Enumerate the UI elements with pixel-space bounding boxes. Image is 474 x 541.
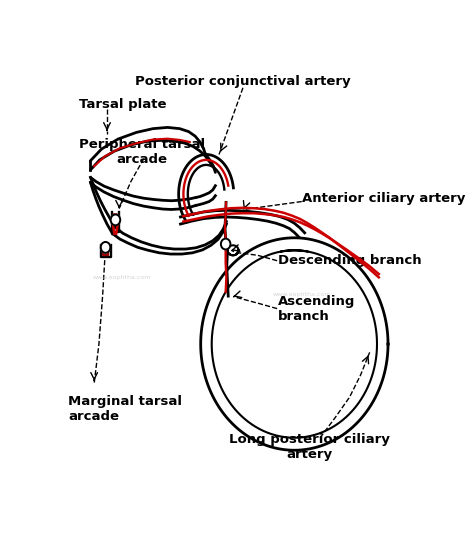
Text: Peripheral tarsal
arcade: Peripheral tarsal arcade bbox=[79, 138, 205, 167]
Text: www.eophtha.com: www.eophtha.com bbox=[273, 292, 331, 297]
Text: Marginal tarsal
arcade: Marginal tarsal arcade bbox=[68, 394, 182, 423]
Text: Tarsal plate: Tarsal plate bbox=[80, 98, 167, 111]
Circle shape bbox=[111, 214, 120, 225]
Circle shape bbox=[101, 242, 110, 253]
Circle shape bbox=[221, 239, 230, 249]
Text: Posterior conjunctival artery: Posterior conjunctival artery bbox=[135, 75, 351, 88]
Text: Long posterior ciliary
artery: Long posterior ciliary artery bbox=[228, 433, 390, 461]
Text: www.eophtha.com: www.eophtha.com bbox=[92, 275, 151, 280]
Text: Descending branch: Descending branch bbox=[278, 254, 421, 267]
Text: Anterior ciliary artery: Anterior ciliary artery bbox=[301, 192, 465, 204]
Text: Ascending
branch: Ascending branch bbox=[278, 295, 355, 322]
